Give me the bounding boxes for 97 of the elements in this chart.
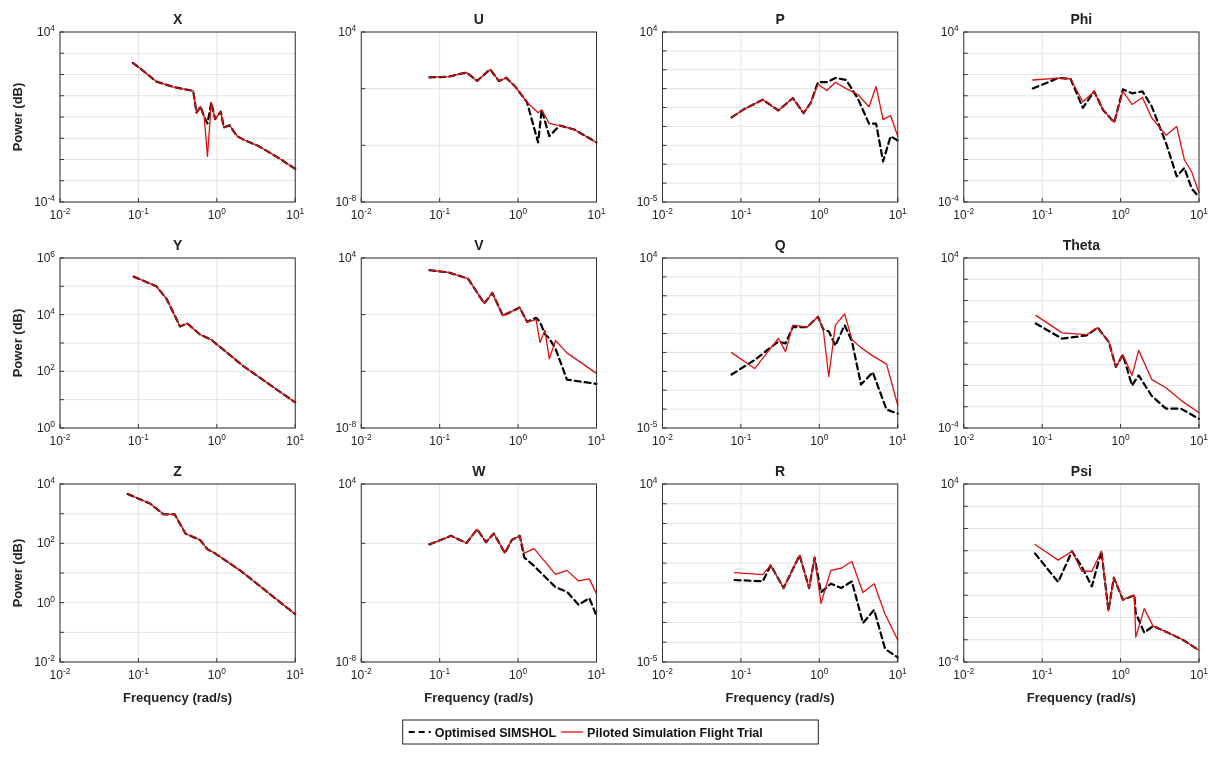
chart-title: Z — [173, 463, 183, 479]
x-tick-label: 10$^{1}$ — [587, 666, 606, 682]
y-tick-label: 10$^{4}$ — [338, 249, 357, 265]
chart-title: X — [172, 11, 183, 27]
x-tick-label: 10$^{0}$ — [509, 666, 528, 682]
x-tick-label: 10$^{0}$ — [810, 206, 829, 222]
x-tick-label: 10$^{0}$ — [1111, 206, 1130, 222]
y-tick-label: 10$^{-4}$ — [937, 653, 960, 669]
chart-title: Y — [172, 237, 183, 253]
chart-title: Phi — [1070, 11, 1093, 27]
x-tick-label: 10$^{1}$ — [587, 432, 606, 448]
x-tick-label: 10$^{-2}$ — [652, 206, 674, 222]
x-tick-label: 10$^{0}$ — [509, 432, 528, 448]
x-tick-label: 10$^{1}$ — [1189, 432, 1209, 448]
y-tick-label: 10$^{4}$ — [36, 305, 56, 322]
y-tick-label: 10$^{4}$ — [940, 23, 960, 39]
y-tick-label: 10$^{-4}$ — [34, 193, 56, 209]
chart-title: U — [473, 11, 484, 27]
x-tick-label: 10$^{-1}$ — [429, 206, 451, 222]
y-tick-label: 10$^{2}$ — [36, 362, 56, 379]
x-axis-title: Frequency (rad/s) — [424, 690, 534, 705]
x-tick-label: 10$^{-2}$ — [49, 666, 71, 682]
x-tick-label: 10$^{-2}$ — [953, 432, 975, 448]
y-tick-label: 10$^{-5}$ — [636, 653, 658, 669]
x-tick-label: 10$^{-1}$ — [1031, 666, 1053, 682]
y-tick-label: 10$^{-8}$ — [335, 653, 357, 669]
y-tick-label: 10$^{6}$ — [36, 249, 56, 265]
x-tick-label: 10$^{-1}$ — [429, 666, 451, 682]
y-tick-label: 10$^{0}$ — [36, 419, 56, 435]
y-tick-label: 10$^{0}$ — [36, 593, 56, 610]
x-tick-label: 10$^{0}$ — [810, 666, 829, 682]
x-tick-label: 10$^{-2}$ — [49, 206, 71, 222]
y-tick-label: 10$^{4}$ — [338, 23, 357, 39]
y-tick-label: 10$^{-4}$ — [937, 193, 960, 209]
x-tick-label: 10$^{-2}$ — [953, 206, 975, 222]
x-tick-label: 10$^{-1}$ — [429, 432, 451, 448]
y-tick-label: 10$^{4}$ — [639, 23, 658, 39]
y-tick-label: 10$^{4}$ — [36, 475, 56, 491]
x-axis-title: Frequency (rad/s) — [725, 690, 835, 705]
chart-title: Theta — [1062, 237, 1101, 253]
y-tick-label: 10$^{4}$ — [940, 249, 960, 265]
x-tick-label: 10$^{1}$ — [286, 666, 305, 682]
y-tick-label: 10$^{-5}$ — [636, 193, 658, 209]
chart-title: V — [474, 237, 485, 253]
x-tick-label: 10$^{-2}$ — [350, 206, 372, 222]
x-tick-label: 10$^{1}$ — [286, 206, 305, 222]
x-axis-title: Frequency (rad/s) — [1026, 690, 1136, 705]
x-tick-label: 10$^{0}$ — [207, 432, 227, 448]
x-tick-label: 10$^{-1}$ — [128, 206, 150, 222]
chart-title: Q — [774, 237, 786, 253]
y-tick-label: 10$^{-8}$ — [335, 419, 357, 435]
y-axis-title: Power (dB) — [10, 308, 25, 378]
x-tick-label: 10$^{1}$ — [888, 206, 908, 222]
y-axis-title: Power (dB) — [10, 82, 25, 152]
x-tick-label: 10$^{-1}$ — [128, 666, 150, 682]
x-tick-label: 10$^{1}$ — [1189, 666, 1209, 682]
y-axis-title: Power (dB) — [10, 538, 25, 608]
x-tick-label: 10$^{-2}$ — [953, 666, 975, 682]
x-tick-label: 10$^{-1}$ — [730, 206, 752, 222]
x-tick-label: 10$^{0}$ — [1111, 432, 1130, 448]
x-tick-label: 10$^{1}$ — [587, 206, 606, 222]
x-tick-label: 10$^{-1}$ — [730, 666, 752, 682]
y-tick-label: 10$^{-4}$ — [937, 419, 960, 435]
x-tick-label: 10$^{1}$ — [888, 432, 908, 448]
legend-label: Piloted Simulation Flight Trial — [587, 725, 763, 740]
chart-title: W — [472, 463, 487, 479]
legend-label: Optimised SIMSHOL — [434, 725, 557, 740]
chart-title: P — [775, 11, 785, 27]
x-tick-label: 10$^{-2}$ — [350, 666, 372, 682]
x-tick-label: 10$^{0}$ — [207, 206, 227, 222]
x-tick-label: 10$^{-1}$ — [1031, 206, 1053, 222]
y-tick-label: 10$^{4}$ — [338, 475, 357, 491]
y-tick-label: 10$^{4}$ — [639, 249, 658, 265]
x-tick-label: 10$^{-1}$ — [128, 432, 150, 448]
x-tick-label: 10$^{1}$ — [888, 666, 908, 682]
x-tick-label: 10$^{0}$ — [207, 666, 227, 682]
x-tick-label: 10$^{-1}$ — [1031, 432, 1053, 448]
chart-title: Psi — [1070, 463, 1092, 479]
x-tick-label: 10$^{-2}$ — [49, 432, 71, 448]
y-tick-label: 10$^{4}$ — [36, 23, 56, 39]
x-tick-label: 10$^{-2}$ — [652, 666, 674, 682]
x-tick-label: 10$^{0}$ — [509, 206, 528, 222]
y-tick-label: 10$^{-2}$ — [34, 653, 56, 669]
x-tick-label: 10$^{-2}$ — [652, 432, 674, 448]
x-axis-title: Frequency (rad/s) — [123, 690, 233, 705]
x-tick-label: 10$^{0}$ — [810, 432, 829, 448]
y-tick-label: 10$^{2}$ — [36, 534, 56, 551]
chart-title: R — [775, 463, 786, 479]
y-tick-label: 10$^{-8}$ — [335, 193, 357, 209]
x-tick-label: 10$^{-1}$ — [730, 432, 752, 448]
y-tick-label: 10$^{-5}$ — [636, 419, 658, 435]
x-tick-label: 10$^{0}$ — [1111, 666, 1130, 682]
x-tick-label: 10$^{-2}$ — [350, 432, 372, 448]
y-tick-label: 10$^{4}$ — [940, 475, 960, 491]
x-tick-label: 10$^{1}$ — [1189, 206, 1209, 222]
x-tick-label: 10$^{1}$ — [286, 432, 305, 448]
y-tick-label: 10$^{4}$ — [639, 475, 658, 491]
